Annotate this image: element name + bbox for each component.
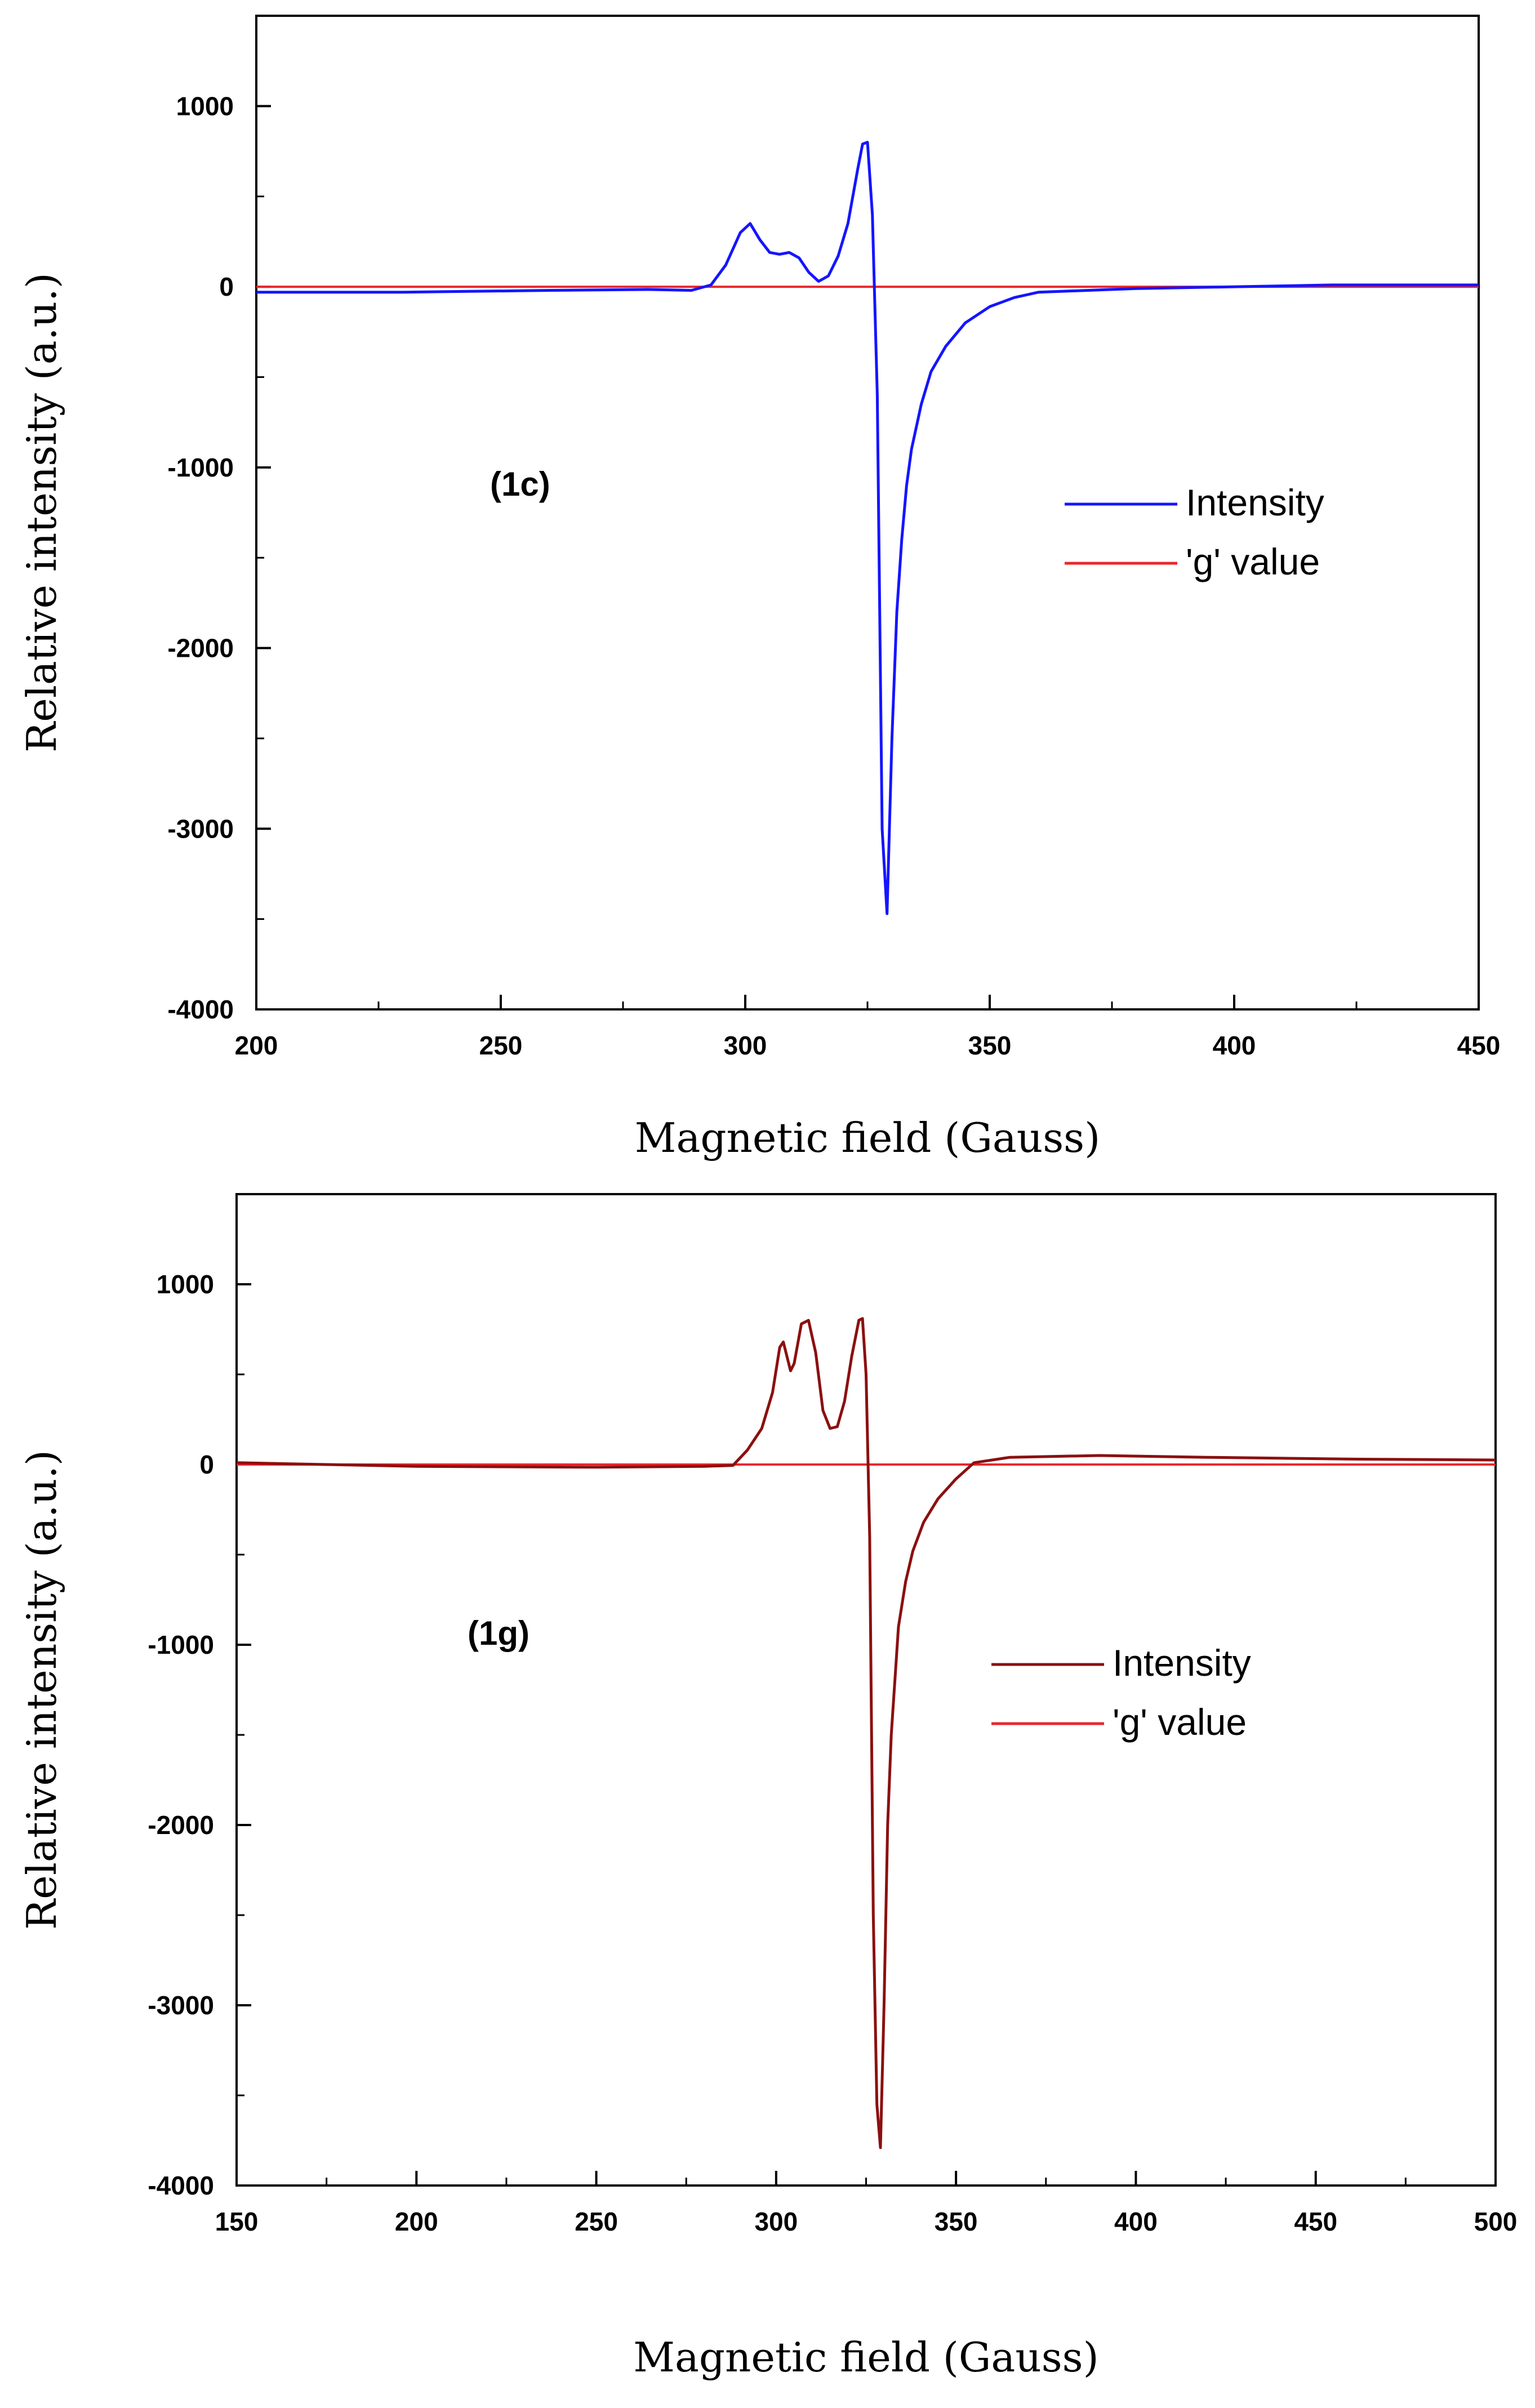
chart-panel-1g: 150 200 250 300 350 400 450 500 -4000 -3000 -2000… [18,1193,1518,2381]
x-tick-label: 450 [1457,1031,1501,1060]
y-tick-label: 0 [219,272,234,301]
axis-ticks [255,15,1480,1011]
legend: Intensity 'g' value [1065,482,1324,582]
series-lines [236,1317,1496,2149]
y-tick-label: -4000 [148,2171,214,2200]
x-tick-label: 150 [215,2207,259,2236]
legend: Intensity 'g' value [991,1642,1251,1743]
y-axis-label: Relative intensity (a.u.) [18,273,65,753]
y-tick-label: 1000 [157,1270,214,1299]
y-tick-labels: -4000 -3000 -2000 -1000 0 1000 [148,1270,214,2200]
x-tick-label: 400 [1114,2207,1158,2236]
axis-ticks [235,1193,1497,2187]
x-tick-label: 500 [1474,2207,1518,2236]
x-tick-label: 250 [575,2207,618,2236]
x-tick-labels: 200 250 300 350 400 450 [235,1031,1501,1060]
x-tick-label: 250 [479,1031,523,1060]
legend-label-intensity: Intensity [1113,1642,1251,1684]
panel-label: (1c) [490,465,550,503]
y-tick-label: 1000 [176,91,234,121]
x-tick-label: 200 [235,1031,278,1060]
x-tick-label: 400 [1213,1031,1256,1060]
y-axis-label: Relative intensity (a.u.) [18,1450,65,1930]
legend-label-g-value: 'g' value [1113,1701,1247,1743]
x-axis-label: Magnetic field (Gauss) [633,2334,1098,2381]
series-line-intensity [256,141,1479,915]
x-tick-label: 350 [935,2207,978,2236]
series-line-intensity [236,1317,1496,2149]
x-tick-labels: 150 200 250 300 350 400 450 500 [215,2207,1518,2236]
x-axis-label: Magnetic field (Gauss) [635,1114,1100,1161]
x-tick-label: 200 [395,2207,438,2236]
y-tick-label: -2000 [148,1810,214,1840]
y-tick-label: -1000 [167,453,234,482]
x-tick-label: 300 [724,1031,767,1060]
y-tick-label: -2000 [167,634,234,663]
x-tick-label: 450 [1294,2207,1337,2236]
panel-label: (1g) [468,1614,530,1652]
y-tick-label: 0 [199,1450,214,1479]
y-tick-label: -3000 [167,814,234,843]
series-lines [256,141,1479,915]
y-tick-label: -3000 [148,1991,214,2020]
y-tick-label: -4000 [167,995,234,1024]
legend-label-intensity: Intensity [1186,482,1324,523]
plot-frame [235,1193,1497,2187]
y-tick-label: -1000 [148,1630,214,1659]
chart-panel-1c: 200 250 300 350 400 450 -4000 -3000 -2000 -1000 0… [18,15,1501,1161]
x-tick-label: 300 [754,2207,798,2236]
legend-label-g-value: 'g' value [1186,541,1320,582]
x-tick-label: 350 [968,1031,1012,1060]
y-tick-labels: -4000 -3000 -2000 -1000 0 1000 [167,91,234,1024]
